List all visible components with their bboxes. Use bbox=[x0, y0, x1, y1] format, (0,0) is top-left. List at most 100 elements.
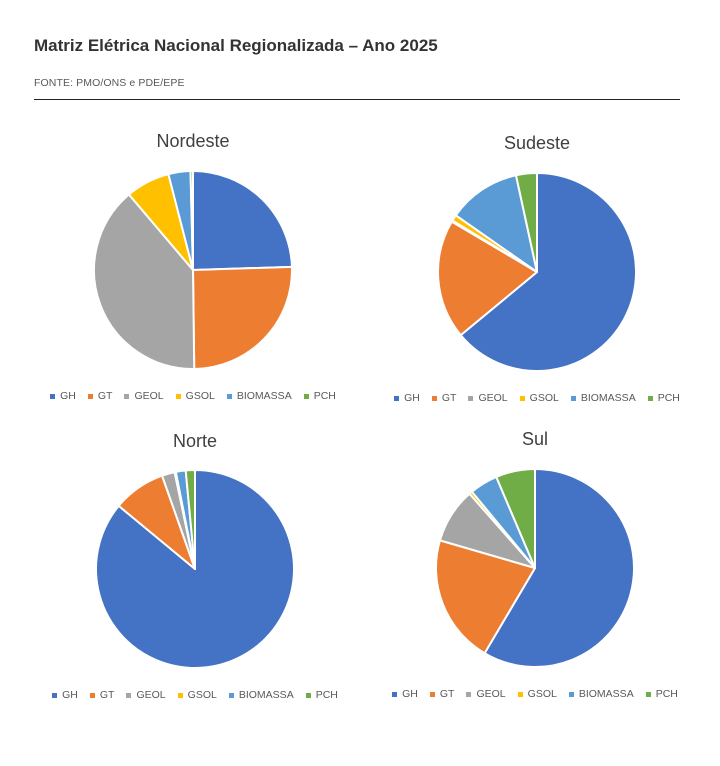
legend-item-pch: PCH bbox=[645, 688, 678, 700]
pie-slice-pch bbox=[515, 172, 538, 273]
pie-plot bbox=[93, 169, 293, 370]
legend-swatch bbox=[175, 393, 181, 399]
legend-label: GEOL bbox=[476, 688, 506, 700]
legend-swatch bbox=[305, 692, 311, 698]
chart-norte: Norte GH GT GEOL GSOL BIOMASSA PCH bbox=[52, 427, 338, 707]
legend-swatch bbox=[226, 393, 232, 399]
legend-swatch bbox=[517, 691, 523, 697]
legend-swatch bbox=[466, 691, 472, 697]
pie-slice-pch bbox=[189, 169, 194, 271]
legend-swatch bbox=[647, 395, 653, 401]
legend-label: PCH bbox=[655, 688, 678, 700]
pie-slice-gt bbox=[192, 265, 293, 370]
legend-swatch bbox=[394, 395, 400, 401]
legend-swatch bbox=[124, 393, 130, 399]
legend: GH GT GEOL GSOL BIOMASSA PCH bbox=[50, 390, 336, 402]
legend-label: GT bbox=[439, 688, 455, 700]
legend-swatch bbox=[50, 393, 56, 399]
page-title: Matriz Elétrica Nacional Regionalizada –… bbox=[34, 36, 438, 55]
source-note: FONTE: PMO/ONS e PDE/EPE bbox=[34, 77, 185, 89]
pie-slice-geol bbox=[93, 193, 196, 370]
chart-nordeste: Nordeste GH GT GEOL GSOL BIOMASSA PCH bbox=[50, 127, 336, 407]
legend-item-gh: GH bbox=[52, 689, 78, 701]
legend-item-geol: GEOL bbox=[124, 390, 164, 402]
legend-swatch bbox=[645, 691, 651, 697]
pie-slice-pch bbox=[495, 468, 536, 569]
legend-label: GT bbox=[99, 689, 115, 701]
legend-label: GEOL bbox=[478, 392, 508, 404]
legend-item-biomassa: BIOMASSA bbox=[568, 688, 634, 700]
pie-slice-pch bbox=[184, 469, 196, 570]
legend-label: GSOL bbox=[527, 688, 557, 700]
legend-item-geol: GEOL bbox=[468, 392, 508, 404]
pie-plot bbox=[95, 469, 296, 669]
legend-label: GEOL bbox=[134, 390, 164, 402]
legend-item-gsol: GSOL bbox=[517, 688, 557, 700]
legend-swatch bbox=[431, 395, 437, 401]
legend-swatch bbox=[468, 395, 474, 401]
legend-label: GSOL bbox=[529, 392, 559, 404]
legend: GH GT GEOL GSOL BIOMASSA PCH bbox=[394, 392, 680, 404]
chart-title: Sudeste bbox=[503, 133, 571, 153]
legend-label: PCH bbox=[315, 689, 338, 701]
legend-item-gt: GT bbox=[87, 390, 113, 402]
legend-item-geol: GEOL bbox=[466, 688, 506, 700]
legend-swatch bbox=[303, 393, 309, 399]
chart-title: Sul bbox=[521, 429, 548, 449]
legend-item-gh: GH bbox=[394, 392, 420, 404]
legend-swatch bbox=[87, 393, 93, 399]
legend-swatch bbox=[126, 692, 132, 698]
legend-swatch bbox=[568, 691, 574, 697]
legend-label: BIOMASSA bbox=[236, 390, 292, 402]
pie-slice-gh bbox=[192, 170, 293, 271]
legend: GH GT GEOL GSOL BIOMASSA PCH bbox=[392, 688, 678, 700]
legend-item-gt: GT bbox=[429, 688, 455, 700]
legend-item-pch: PCH bbox=[647, 392, 680, 404]
legend-item-biomassa: BIOMASSA bbox=[570, 392, 636, 404]
legend-label: GT bbox=[441, 392, 457, 404]
legend-label: GEOL bbox=[136, 689, 166, 701]
legend-label: GH bbox=[402, 688, 418, 700]
pie-slice-biomassa bbox=[454, 174, 538, 273]
pie-slice-gt bbox=[435, 539, 536, 655]
pie-plot bbox=[437, 172, 637, 372]
pie-slice-gh bbox=[483, 468, 635, 668]
legend-item-pch: PCH bbox=[305, 689, 338, 701]
chart-sul: Sul GH GT GEOL GSOL BIOMASSA PCH bbox=[392, 425, 678, 705]
legend-label: BIOMASSA bbox=[580, 392, 636, 404]
legend-swatch bbox=[89, 692, 95, 698]
legend-item-gsol: GSOL bbox=[519, 392, 559, 404]
chart-sudeste: Sudeste GH GT GEOL GSOL BIOMASSA PCH bbox=[394, 129, 680, 409]
legend-swatch bbox=[228, 692, 234, 698]
legend-swatch bbox=[392, 691, 398, 697]
legend-label: GT bbox=[97, 390, 113, 402]
pie-slice-gh bbox=[459, 172, 637, 372]
legend-label: BIOMASSA bbox=[578, 688, 634, 700]
header-divider bbox=[34, 99, 680, 100]
legend-label: BIOMASSA bbox=[238, 689, 294, 701]
legend-item-gt: GT bbox=[89, 689, 115, 701]
legend-swatch bbox=[519, 395, 525, 401]
legend-swatch bbox=[177, 692, 183, 698]
legend-label: GSOL bbox=[185, 390, 215, 402]
legend-label: PCH bbox=[657, 392, 680, 404]
legend-label: GH bbox=[62, 689, 78, 701]
legend-item-biomassa: BIOMASSA bbox=[228, 689, 294, 701]
legend-item-gsol: GSOL bbox=[177, 689, 217, 701]
legend-label: GH bbox=[404, 392, 420, 404]
legend-label: GSOL bbox=[187, 689, 217, 701]
legend-item-pch: PCH bbox=[303, 390, 336, 402]
legend-label: GH bbox=[60, 390, 76, 402]
legend-swatch bbox=[570, 395, 576, 401]
chart-title: Nordeste bbox=[156, 131, 230, 151]
legend-item-gh: GH bbox=[50, 390, 76, 402]
legend-swatch bbox=[429, 691, 435, 697]
legend-label: PCH bbox=[313, 390, 336, 402]
legend-item-gsol: GSOL bbox=[175, 390, 215, 402]
legend-item-biomassa: BIOMASSA bbox=[226, 390, 292, 402]
pie-slice-gt bbox=[437, 220, 538, 337]
legend-item-geol: GEOL bbox=[126, 689, 166, 701]
pie-plot bbox=[435, 468, 635, 668]
legend-item-gt: GT bbox=[431, 392, 457, 404]
chart-title: Norte bbox=[172, 431, 217, 451]
